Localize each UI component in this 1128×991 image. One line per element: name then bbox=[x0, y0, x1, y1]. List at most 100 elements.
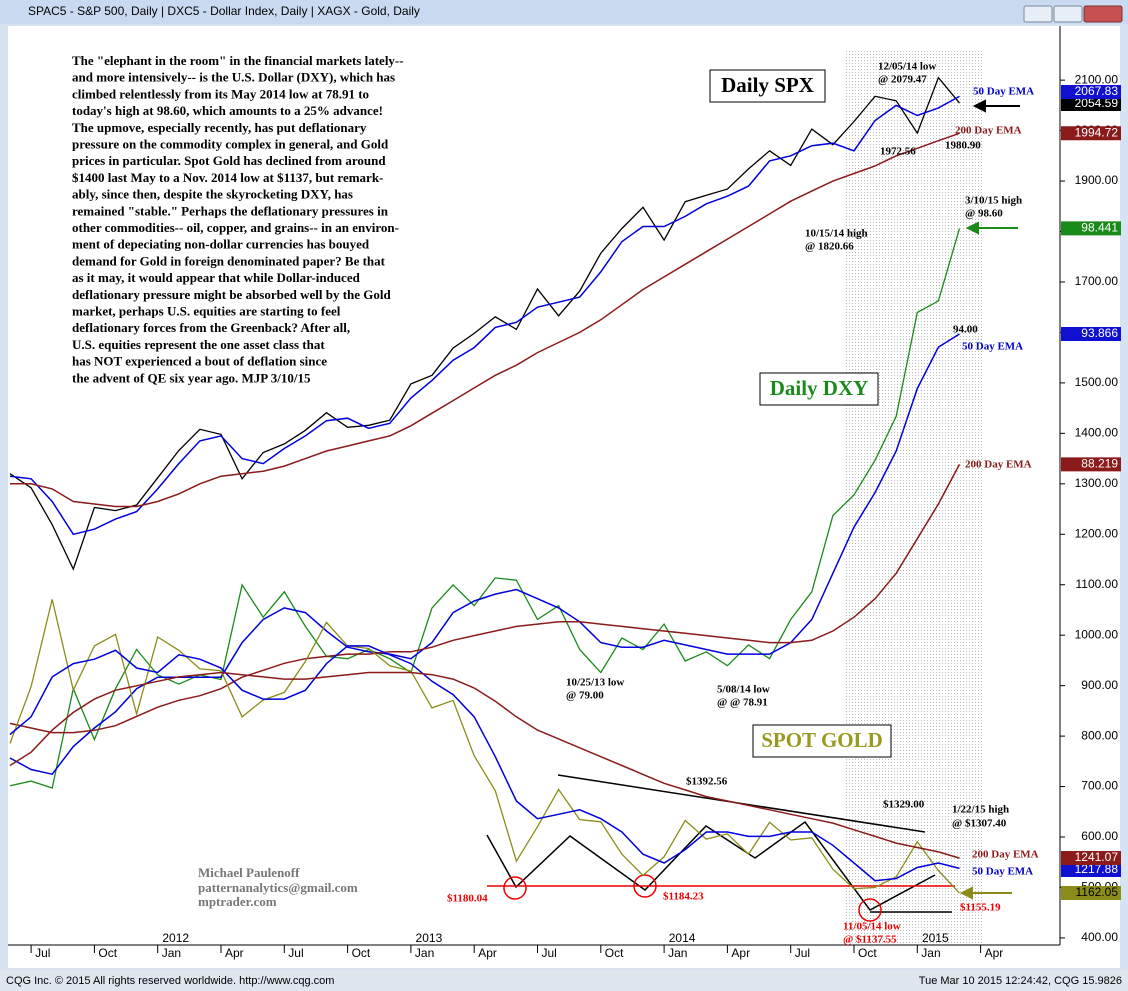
circle bbox=[858, 898, 882, 922]
x-tick-label: Oct bbox=[605, 946, 624, 960]
y-tick-label: 1500.00 bbox=[1075, 375, 1119, 389]
title-box bbox=[759, 372, 879, 406]
annotation: mptrader.com bbox=[198, 894, 277, 909]
close-button[interactable] bbox=[1083, 5, 1123, 23]
title-box bbox=[752, 724, 892, 758]
last-value-box bbox=[1061, 126, 1121, 141]
last-value-box bbox=[1061, 457, 1121, 472]
x-tick-label: Jan bbox=[668, 946, 687, 960]
commentary-line: climbed relentlessly from its May 2014 l… bbox=[72, 86, 369, 101]
zigzag bbox=[486, 820, 936, 911]
commentary-line: deflationary pressure might be absorbed … bbox=[72, 287, 392, 302]
series-line bbox=[10, 132, 960, 508]
x-tick-label: Apr bbox=[731, 946, 750, 960]
annotation: 50 Day EMA bbox=[973, 86, 1034, 98]
year-label: 2012 bbox=[162, 931, 189, 945]
commentary-line: The "elephant in the room" in the financ… bbox=[72, 53, 404, 68]
annotation: $1180.04 bbox=[447, 893, 488, 905]
year-label: 2013 bbox=[416, 931, 443, 945]
maximize-button[interactable] bbox=[1053, 5, 1083, 23]
last-value-box bbox=[1061, 221, 1121, 236]
annotation: @ 2079.47 bbox=[878, 74, 927, 86]
annotation: 10/15/14 high bbox=[805, 228, 868, 240]
circle bbox=[503, 876, 527, 900]
x-tick-label: Apr bbox=[225, 946, 244, 960]
minimize-button[interactable] bbox=[1023, 5, 1053, 23]
last-value-box bbox=[1061, 851, 1121, 865]
x-tick-label: Jul bbox=[35, 946, 50, 960]
last-value-label: 2054.59 bbox=[1075, 96, 1119, 110]
commentary-line: U.S. equities represent the one asset cl… bbox=[72, 337, 325, 352]
commentary-line: other commodities-- oil, copper, and gra… bbox=[72, 220, 399, 235]
annotation: 12/05/14 low bbox=[878, 61, 936, 73]
commentary-line: remained "stable." Perhaps the deflation… bbox=[72, 203, 389, 218]
annotation: 10/25/13 low bbox=[566, 677, 624, 689]
arrow bbox=[972, 99, 1020, 113]
x-tick-label: Jan bbox=[162, 946, 181, 960]
x-tick-label: Jul bbox=[288, 946, 303, 960]
annotation: @ 1820.66 bbox=[805, 241, 854, 253]
commentary-line: pressure on the commodity complex in gen… bbox=[72, 136, 389, 151]
last-value-label: 88.219 bbox=[1081, 457, 1118, 471]
status-right: Tue Mar 10 2015 12:24:42, CQG 15.9826 bbox=[919, 975, 1122, 987]
annotation: patternanalytics@gmail.com bbox=[198, 880, 358, 895]
annotation: 1/22/15 high bbox=[952, 804, 1009, 816]
commentary-line: ment of depeciating non-dollar currencie… bbox=[72, 237, 370, 252]
status-bar bbox=[0, 969, 1128, 991]
last-value-box bbox=[1061, 886, 1121, 900]
highlight-region bbox=[845, 50, 982, 945]
y-tick-label: 800.00 bbox=[1081, 728, 1118, 742]
drawings bbox=[486, 99, 1020, 922]
x-tick-label: Oct bbox=[352, 946, 371, 960]
annotation: Michael Paulenoff bbox=[198, 865, 300, 880]
series-line bbox=[9, 76, 961, 571]
y-tick-label: 1000.00 bbox=[1075, 627, 1119, 641]
last-value-label: 1994.72 bbox=[1075, 125, 1119, 139]
y-tick-label: 1200.00 bbox=[1075, 526, 1119, 540]
commentary-line: has NOT experienced a bout of deflation … bbox=[72, 354, 327, 369]
annotation: 50 Day EMA bbox=[972, 866, 1033, 878]
y-tick-label: 400.00 bbox=[1081, 930, 1118, 944]
annotation: 5/08/14 low bbox=[717, 684, 770, 696]
last-value-label: 98.441 bbox=[1081, 221, 1118, 235]
x-tick-label: Jul bbox=[542, 946, 557, 960]
last-value-label: 2067.83 bbox=[1075, 84, 1119, 98]
annotation: 200 Day EMA bbox=[965, 459, 1032, 471]
annotation: $1392.56 bbox=[686, 776, 728, 788]
commentary-line: prices in particular. Spot Gold has decl… bbox=[72, 153, 386, 168]
annotation: 200 Day EMA bbox=[955, 125, 1022, 137]
annotation: 3/10/15 high bbox=[965, 195, 1022, 207]
y-tick-label: 900.00 bbox=[1081, 678, 1118, 692]
commentary-line: deflationary forces from the Greenback? … bbox=[72, 320, 350, 335]
x-tick-label: Jul bbox=[795, 946, 810, 960]
annotation: 94.00 bbox=[953, 324, 978, 336]
last-value-box bbox=[1061, 863, 1121, 877]
annotation: $1184.23 bbox=[663, 891, 704, 903]
y-tick-label: 1900.00 bbox=[1075, 173, 1119, 187]
year-label: 2015 bbox=[922, 931, 949, 945]
y-tick-label: 2100.00 bbox=[1075, 72, 1119, 86]
arrow bbox=[965, 221, 1018, 235]
series-line bbox=[9, 464, 961, 734]
annotation: 1972.56 bbox=[880, 146, 916, 158]
x-tick-label: Jan bbox=[415, 946, 434, 960]
annotation: @ $1137.55 bbox=[843, 934, 897, 946]
x-tick-label: Jan bbox=[921, 946, 940, 960]
last-value-label: 1241.07 bbox=[1075, 850, 1119, 864]
annotation: $1155.19 bbox=[960, 902, 1001, 914]
series-line bbox=[9, 599, 960, 894]
annotation: 11/05/14 low bbox=[843, 921, 901, 933]
x-tick-label: Oct bbox=[98, 946, 117, 960]
commentary-line: today's high at 98.60, which amounts to … bbox=[72, 103, 383, 118]
commentary-line: as it may, it would appear that while Do… bbox=[72, 270, 361, 285]
title-box-label: Daily SPX bbox=[721, 73, 814, 97]
series-line bbox=[9, 645, 960, 882]
annotation: 1980.90 bbox=[945, 140, 981, 152]
last-value-label: 1217.88 bbox=[1075, 862, 1119, 876]
series-line bbox=[9, 95, 960, 536]
series-line bbox=[9, 671, 960, 859]
annotation: @ 79.00 bbox=[566, 690, 604, 702]
x-tick-label: Apr bbox=[478, 946, 497, 960]
x-tick-label: Apr bbox=[985, 946, 1004, 960]
